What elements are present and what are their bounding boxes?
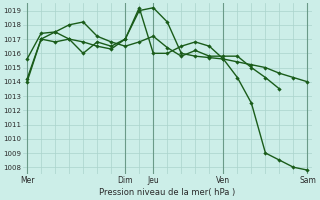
X-axis label: Pression niveau de la mer( hPa ): Pression niveau de la mer( hPa ) (99, 188, 236, 197)
